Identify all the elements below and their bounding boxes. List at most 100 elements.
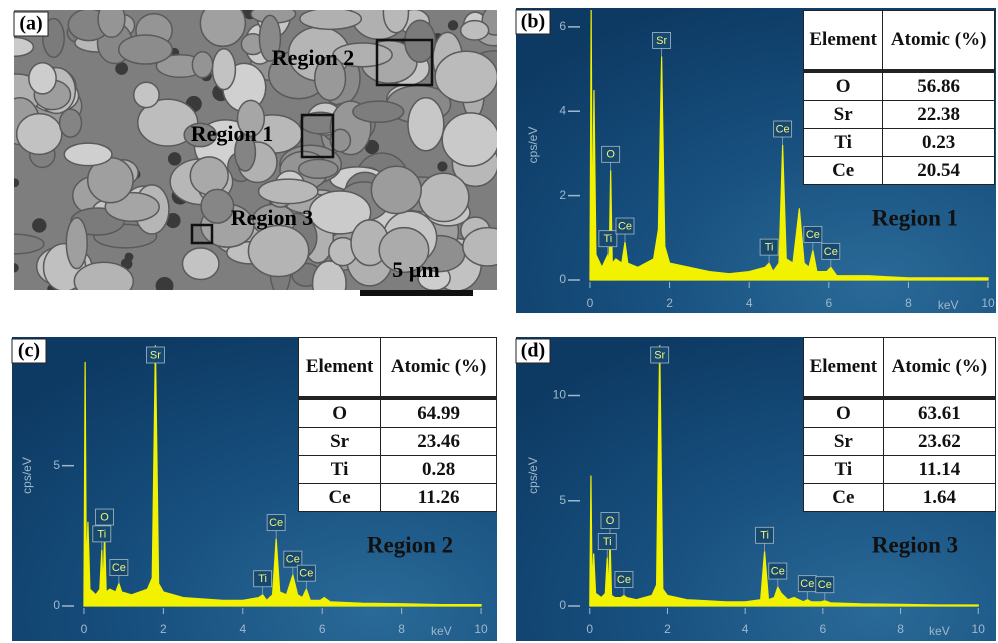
peak-label-box (601, 145, 621, 163)
table-cell: O (297, 397, 382, 428)
peak-label-box (650, 346, 670, 364)
x-tick-label: 10 (972, 622, 986, 636)
peak-label: Ti (765, 242, 774, 254)
region-label: Region 2 (272, 45, 355, 70)
peak-label: Ti (603, 536, 612, 548)
x-tick-label: 2 (664, 622, 671, 636)
grain (382, 10, 410, 34)
y-tick-label: 0 (53, 598, 60, 612)
grain (378, 226, 430, 274)
x-tick-label: 4 (746, 296, 753, 310)
x-tick-label: 4 (239, 622, 246, 636)
table-cell: 0.28 (380, 455, 497, 484)
sem-image (14, 10, 497, 290)
pore (364, 139, 380, 155)
grain (352, 100, 405, 124)
peak-label: Ce (771, 565, 785, 577)
table-cell: 56.86 (882, 70, 995, 101)
table-cell: Ce (802, 156, 884, 185)
grain (434, 50, 497, 104)
table-cell: 1.64 (882, 483, 997, 512)
spectrum (83, 344, 482, 607)
grain (236, 99, 266, 138)
table-header: Element Atomic (%) (802, 10, 995, 73)
pore (447, 20, 459, 31)
grain (308, 190, 372, 235)
x-tick-label: 10 (474, 622, 488, 636)
y-tick-label: 0 (559, 598, 566, 612)
x-axis-label: keV (938, 298, 959, 312)
y-tick-label: 2 (559, 188, 566, 202)
grain (118, 34, 173, 65)
peak-label: O (100, 511, 109, 523)
spectrum (589, 344, 979, 607)
x-tick-label: 6 (825, 296, 832, 310)
peak-label-box (95, 508, 114, 526)
table-cell: 11.14 (882, 455, 997, 484)
x-tick-label: 2 (160, 622, 167, 636)
peak-label-box (600, 512, 620, 529)
table-row: Ce 11.26 (297, 483, 497, 512)
pore (124, 252, 134, 262)
x-tick-label: 0 (81, 622, 88, 636)
table-cell: O (802, 70, 884, 101)
peak-label: Ce (617, 574, 631, 586)
panel-label: (b) (521, 11, 545, 33)
peak-label-box (615, 217, 635, 235)
table-cell: O (803, 397, 884, 428)
x-axis-label: keV (929, 624, 950, 638)
scale-bar-label: 5 µm (392, 257, 440, 282)
table-row: Ti 11.14 (803, 455, 997, 484)
table-cell: 23.46 (380, 427, 497, 456)
y-axis-label: cps/eV (526, 127, 540, 164)
table-header: Element Atomic (%) (297, 337, 497, 400)
y-tick-label: 6 (559, 19, 566, 33)
table-cell: Ce (803, 483, 884, 512)
panel-label: (a) (19, 13, 42, 35)
pore (167, 152, 182, 166)
x-tick-label: 6 (319, 622, 326, 636)
peak-label: Ti (97, 528, 106, 540)
y-tick-label: 5 (53, 458, 60, 472)
column-header: Atomic (%) (882, 337, 997, 400)
grain (418, 172, 470, 223)
peak-label-box (815, 576, 835, 594)
panel-label: (d) (521, 340, 545, 362)
peak-label: O (606, 149, 615, 161)
pore (155, 276, 174, 290)
table-cell: Ce (297, 483, 382, 512)
grain (313, 55, 347, 102)
pore (165, 213, 181, 229)
region-label: Region 1 (191, 121, 274, 146)
peak-label: Ti (258, 573, 267, 585)
grain (65, 217, 88, 270)
peak-label: Ce (806, 229, 820, 241)
pore (437, 161, 448, 172)
peak-label: Ce (800, 578, 814, 590)
x-tick-label: 0 (587, 296, 594, 310)
grain (73, 261, 135, 290)
peak-label-box (283, 550, 303, 568)
peak-label: Ce (112, 562, 126, 574)
scale-bar (360, 290, 473, 296)
grain (211, 48, 237, 91)
table-cell: 23.62 (882, 427, 997, 456)
grain (14, 36, 35, 58)
table-cell: Ti (297, 455, 382, 484)
peak-label-box (652, 32, 672, 49)
region-label: Region 2 (367, 532, 453, 557)
grain (459, 19, 490, 41)
grain (299, 10, 363, 31)
region-label: Region 3 (231, 205, 314, 230)
x-tick-label: 2 (666, 296, 673, 310)
table-cell: 22.38 (882, 100, 995, 129)
x-tick-label: 8 (905, 296, 912, 310)
grain (199, 10, 247, 48)
column-header: Atomic (%) (882, 10, 995, 73)
grain (183, 122, 218, 148)
peak-label: O (606, 515, 615, 527)
column-header: Element (803, 337, 884, 400)
table-cell: 0.23 (882, 128, 995, 157)
grain (297, 158, 339, 180)
